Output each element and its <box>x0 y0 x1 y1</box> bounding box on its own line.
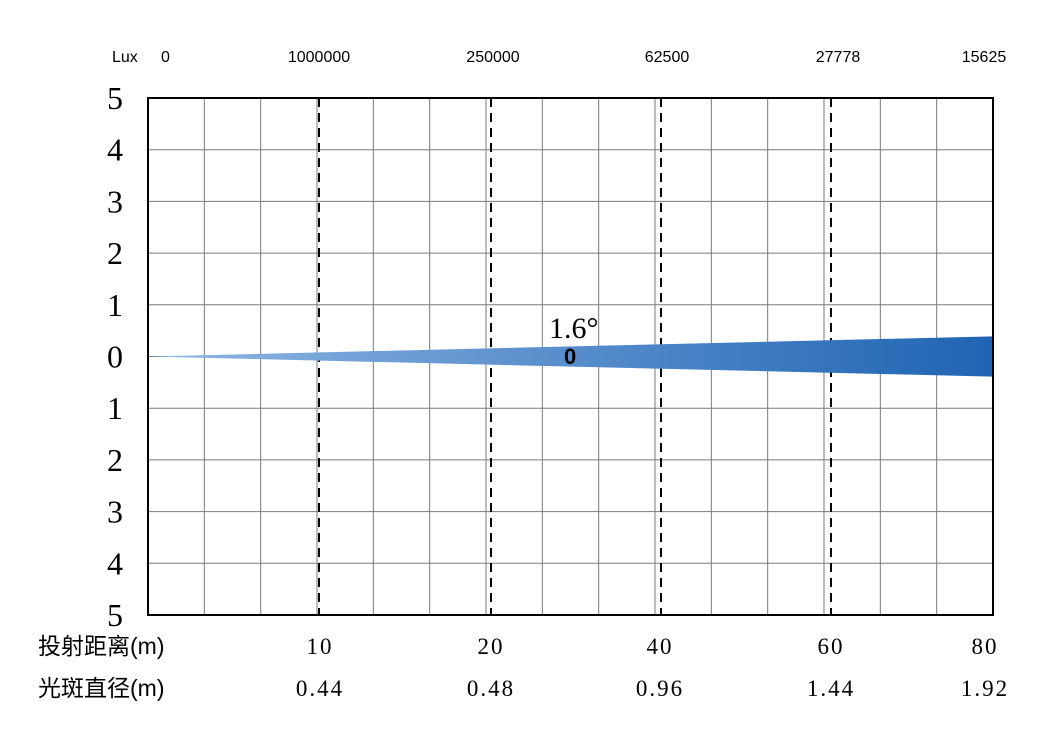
row-value: 80 <box>972 634 999 659</box>
beam-shape <box>148 336 993 377</box>
lux-value-label: 250000 <box>466 49 519 66</box>
row-value: 0.96 <box>636 676 684 701</box>
y-tick-label: 5 <box>107 597 123 633</box>
row-value: 20 <box>478 634 505 659</box>
beam-axis-marker: 0 <box>564 344 576 369</box>
y-tick-label: 2 <box>107 235 123 271</box>
y-tick-label: 0 <box>107 339 123 375</box>
row-value: 1.92 <box>961 676 1009 701</box>
bottom-tables: 投射距离(m) 10 20 40 60 80 光斑直径(m) 0.44 0.48 0.96 1.44… <box>38 633 1009 701</box>
row-label: 光斑直径(m) <box>38 675 164 701</box>
beam-angle-label: 1.6° <box>549 312 599 345</box>
y-tick-label: 4 <box>107 545 123 581</box>
row-value: 10 <box>307 634 334 659</box>
row-value: 60 <box>818 634 845 659</box>
y-tick-label: 3 <box>107 183 123 219</box>
row-label: 投射距离(m) <box>38 633 164 659</box>
lux-origin-label: 0 <box>161 49 170 66</box>
lux-value-label: 27778 <box>816 49 861 66</box>
y-axis-labels: 5 4 3 2 1 0 1 2 3 4 5 <box>107 80 123 633</box>
lux-axis: Lux 0 1000000 250000 62500 27778 15625 <box>112 49 1006 66</box>
y-tick-label: 2 <box>107 442 123 478</box>
y-tick-label: 1 <box>107 390 123 426</box>
y-tick-label: 3 <box>107 494 123 530</box>
plot-frame <box>147 97 994 616</box>
y-tick-label: 5 <box>107 80 123 116</box>
lux-value-label: 62500 <box>645 49 690 66</box>
row-value: 0.44 <box>296 676 344 701</box>
row-value: 0.48 <box>467 676 515 701</box>
lux-value-label: 1000000 <box>288 49 350 66</box>
lux-unit-label: Lux <box>112 49 138 66</box>
row-value: 1.44 <box>807 676 855 701</box>
y-tick-label: 1 <box>107 287 123 323</box>
row-value: 40 <box>647 634 674 659</box>
lux-value-label: 15625 <box>962 49 1007 66</box>
y-tick-label: 4 <box>107 132 123 168</box>
